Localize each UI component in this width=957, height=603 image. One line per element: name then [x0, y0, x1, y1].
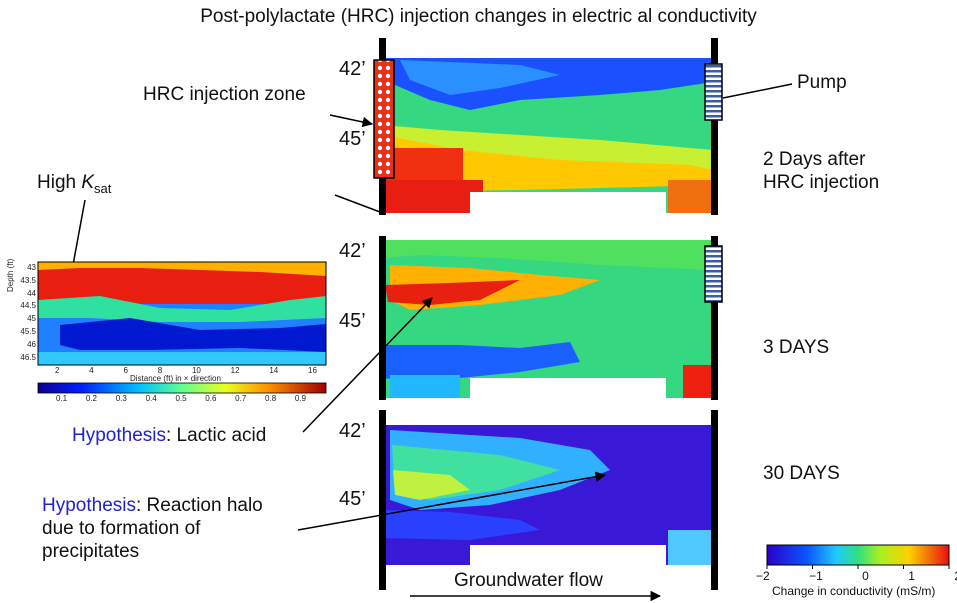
panel2-depth-mid: 45’ — [339, 310, 366, 332]
ksat-xtick: 14 — [269, 366, 279, 375]
hypothesis-2-line3: precipitates — [42, 541, 140, 562]
conductivity-colorbar-label: Change in conductivity (mS/m) — [772, 584, 936, 598]
injection-zone-arrow — [329, 114, 374, 128]
ksat-cbar-tick: 0.6 — [205, 394, 217, 403]
conductivity-tick: −1 — [809, 569, 823, 583]
ksat-colorbar-ticks: 0.1 0.2 0.3 0.4 0.5 0.6 0.7 0.8 0.9 — [56, 394, 306, 403]
hypothesis-2-text: : Reaction halo — [136, 495, 263, 516]
ksat-cbar-tick: 0.8 — [265, 394, 277, 403]
ksat-ytick: 45 — [27, 314, 36, 324]
pump-marker-2 — [704, 245, 723, 303]
ksat-ytick: 44 — [27, 288, 36, 298]
heatmap-panel-2days — [383, 58, 713, 214]
injection-zone-label: HRC injection zone — [143, 84, 306, 105]
conductivity-colorbar — [766, 544, 950, 566]
injection-bottom-leader — [334, 194, 381, 213]
panel3-depth-mid: 45’ — [339, 488, 366, 510]
ksat-inset-plot — [37, 261, 327, 394]
panel2-depth-top: 42’ — [339, 240, 366, 262]
conductivity-tick: 0 — [862, 569, 869, 583]
ksat-xticks: 2 4 6 8 10 12 14 16 — [55, 366, 317, 375]
hypothesis-2-line2: due to formation of — [42, 518, 201, 539]
panel2-caption: 3 DAYS — [763, 337, 830, 358]
ksat-ytick: 46.5 — [20, 352, 36, 362]
groundwater-flow-label: Groundwater flow — [454, 570, 603, 591]
panel1-depth-mid: 45’ — [339, 128, 366, 150]
panel1-caption-line1: 2 Days after — [763, 149, 866, 170]
ksat-cbar-tick: 0.4 — [145, 394, 157, 403]
panel3-caption: 30 DAYS — [763, 463, 840, 484]
conductivity-colorbar-ticks — [766, 565, 950, 569]
ksat-ytick: 45.5 — [20, 326, 36, 336]
ksat-yticks: 43 43.5 44 44.5 45 45.5 46 46.5 — [18, 262, 36, 364]
injection-zone-marker — [373, 59, 395, 179]
conductivity-ticks: −2 −1 0 1 2 — [756, 569, 957, 583]
panel1-depth-top: 42’ — [339, 58, 366, 80]
ksat-xlabel: Distance (ft) in × direction — [130, 374, 221, 383]
lactic-acid-arrow — [302, 297, 433, 433]
ksat-xtick: 8 — [157, 366, 163, 375]
high-k-text: High — [37, 172, 82, 193]
right-well-bars — [711, 38, 718, 590]
ksat-cbar-tick: 0.9 — [294, 394, 306, 403]
conductivity-tick: 2 — [954, 569, 957, 583]
reaction-halo-arrow — [297, 471, 607, 531]
ksat-colorbar — [37, 382, 327, 394]
pump-label: Pump — [797, 72, 847, 93]
panel1-caption-line2: HRC injection — [763, 172, 880, 193]
ksat-xtick: 4 — [89, 366, 94, 375]
hypothesis-keyword-1: Hypothesis — [72, 425, 166, 446]
ksat-cbar-tick: 0.3 — [115, 394, 127, 403]
ksat-ytick: 46 — [27, 339, 36, 349]
hypothesis-reaction-halo: Hypothesis: Reaction halo due to formati… — [42, 494, 263, 563]
ksat-xtick: 12 — [230, 366, 240, 375]
ksat-ytick: 43 — [27, 263, 36, 272]
ksat-cbar-tick: 0.1 — [56, 394, 68, 403]
ksat-ytick: 44.5 — [20, 301, 36, 311]
hypothesis-1-text: : Lactic acid — [166, 425, 267, 446]
heatmap-panel-30days — [383, 425, 713, 565]
hypothesis-2-line1: Hypothesis: Reaction halo — [42, 494, 263, 517]
high-k-label: High Ksat — [37, 172, 111, 196]
hypothesis-keyword-2: Hypothesis — [42, 495, 136, 516]
ksat-cbar-tick: 0.7 — [235, 394, 247, 403]
ksat-cbar-tick: 0.2 — [85, 394, 97, 403]
pump-marker-1 — [704, 63, 723, 121]
hypothesis-lactic-acid: Hypothesis: Lactic acid — [72, 424, 266, 447]
pump-leader — [722, 83, 793, 99]
conductivity-tick: 1 — [908, 569, 915, 583]
panel3-depth-top: 42’ — [339, 420, 366, 442]
high-k-subscript: sat — [94, 180, 112, 196]
heatmap-panel-3days — [383, 240, 713, 398]
ksat-cbar-tick: 0.5 — [175, 394, 187, 403]
ksat-ytick: 43.5 — [20, 275, 36, 285]
ksat-xtick: 10 — [191, 366, 201, 375]
figure-title: Post-polylactate (HRC) injection changes… — [200, 6, 757, 27]
panel1-caption: 2 Days after HRC injection — [763, 148, 879, 194]
ksat-xtick: 6 — [123, 366, 128, 375]
conductivity-tick: −2 — [756, 569, 770, 583]
ksat-xtick: 16 — [308, 366, 317, 375]
high-k-symbol: K — [81, 172, 95, 193]
ksat-ylabel: Depth (ft) — [6, 258, 15, 292]
ksat-xtick: 2 — [55, 366, 60, 375]
